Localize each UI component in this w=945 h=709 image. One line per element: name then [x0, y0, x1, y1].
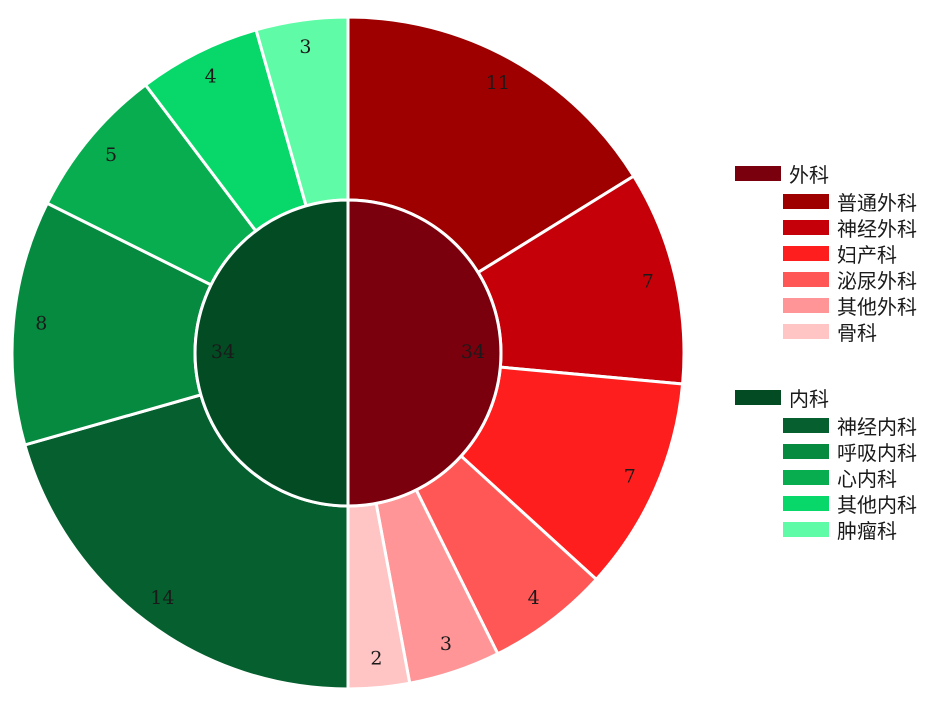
legend-item: 呼吸内科 [783, 438, 945, 465]
legend-item-label: 呼吸内科 [837, 440, 917, 465]
outer-value-label-6: 14 [150, 587, 174, 609]
legend-item: 妇产科 [783, 240, 945, 267]
legend-item-label: 妇产科 [837, 242, 897, 267]
legend-item: 神经内科 [783, 412, 945, 439]
inner-slice-1 [193, 198, 350, 508]
value-labels: 11 7 7 4 3 2 14 8 5 4 3 34 34 [35, 36, 654, 670]
legend-swatch [783, 495, 829, 511]
legend-item: 肿瘤科 [783, 516, 945, 543]
legend-item: 其他内科 [783, 490, 945, 517]
outer-value-label-10: 3 [299, 36, 311, 58]
legend-item-label: 肿瘤科 [837, 518, 897, 543]
legend-item: 神经外科 [783, 214, 945, 241]
outer-value-label-2: 7 [624, 465, 636, 487]
legend-item-label: 心内科 [837, 466, 897, 491]
legend-swatch [783, 323, 829, 339]
outer-value-label-1: 7 [642, 270, 654, 292]
legend-item-label: 泌尿外科 [837, 268, 917, 293]
legend: 外科 普通外科 神经外科 妇产科 泌尿外科 其他外科 骨科内科 神经内科 呼吸内科 心内科 其他内科… [735, 158, 945, 580]
legend-swatch [783, 193, 829, 209]
legend-swatch [783, 245, 829, 261]
legend-item-label: 普通外科 [837, 190, 917, 215]
legend-item: 普通外科 [783, 188, 945, 215]
legend-group-header: 外科 [735, 158, 945, 188]
legend-group-label: 外科 [789, 162, 829, 187]
legend-group-0: 外科 普通外科 神经外科 妇产科 泌尿外科 其他外科 骨科 [735, 158, 945, 345]
outer-value-label-9: 4 [205, 65, 217, 87]
legend-group-label: 内科 [789, 386, 829, 411]
outer-value-label-8: 5 [105, 144, 117, 166]
outer-value-label-0: 11 [486, 72, 510, 94]
legend-item: 其他外科 [783, 292, 945, 319]
outer-value-label-3: 4 [528, 587, 540, 609]
legend-swatch [783, 443, 829, 459]
outer-ring [10, 15, 686, 691]
legend-item-label: 其他内科 [837, 492, 917, 517]
legend-swatch [783, 271, 829, 287]
outer-value-label-4: 3 [440, 633, 452, 655]
outer-value-label-7: 8 [35, 313, 47, 335]
legend-swatch [783, 469, 829, 485]
inner-value-label-1: 34 [211, 341, 235, 363]
legend-swatch [783, 521, 829, 537]
outer-value-label-5: 2 [370, 648, 382, 670]
inner-ring [193, 198, 503, 508]
legend-swatch [783, 297, 829, 313]
legend-group-1: 内科 神经内科 呼吸内科 心内科 其他内科 肿瘤科 [735, 382, 945, 543]
legend-item: 骨科 [783, 318, 945, 345]
legend-swatch [735, 165, 781, 181]
legend-swatch [783, 219, 829, 235]
legend-item-label: 神经内科 [837, 414, 917, 439]
legend-swatch [735, 389, 781, 405]
legend-item: 心内科 [783, 464, 945, 491]
inner-slice-0 [346, 198, 503, 508]
legend-swatch [783, 417, 829, 433]
legend-item-label: 神经外科 [837, 216, 917, 241]
legend-item-label: 其他外科 [837, 294, 917, 319]
legend-group-header: 内科 [735, 382, 945, 412]
legend-item: 泌尿外科 [783, 266, 945, 293]
legend-item-label: 骨科 [837, 320, 877, 345]
inner-value-label-0: 34 [461, 341, 485, 363]
